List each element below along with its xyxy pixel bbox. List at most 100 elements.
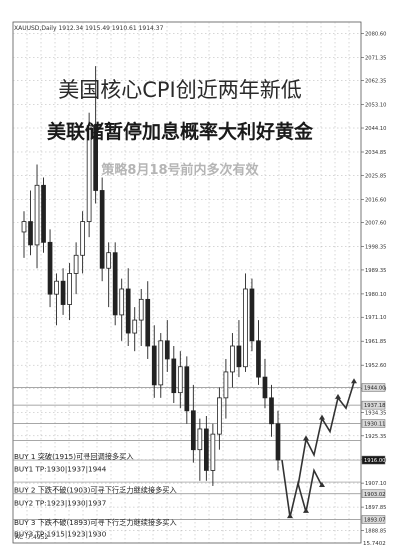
candle-body [99, 190, 105, 269]
candle-body [184, 366, 190, 412]
price-label-box [361, 383, 386, 392]
candle-body [262, 376, 268, 399]
price-label-box [361, 419, 386, 428]
projection-arrowhead [303, 435, 309, 441]
price-label: 1930.11 [364, 421, 385, 427]
candle-body [249, 288, 255, 342]
candle-body [106, 252, 112, 269]
candle-body [230, 345, 235, 373]
price-label-box [361, 400, 386, 410]
price-label: 1944.00 [364, 385, 385, 391]
headline-line-2: 美联储暂停加息概率大利好黄金 [46, 121, 313, 143]
y-tick-label: 2007.60 [365, 221, 386, 227]
candle-body [197, 428, 203, 451]
candle-body [210, 433, 216, 471]
candle-body [54, 280, 59, 295]
candle-body [34, 184, 40, 246]
projection-arrowhead [351, 378, 357, 384]
y-tick-label: 2053.10 [365, 103, 386, 109]
candle-body [171, 358, 177, 394]
trade-annotation: BUY 1 突破(1915)可寻回调接多买入 [14, 452, 134, 461]
candle-body [60, 280, 66, 305]
projection-arrows [281, 378, 357, 519]
trade-annotation: BUY 3 下跌不破(1893)可寻下行乏力继续接多买入 [14, 518, 177, 527]
trade-annotation: BUY 2 下跌不破(1903)可寻下行乏力继续接多买入 [14, 485, 177, 494]
price-label: 1916.00 [364, 458, 385, 464]
candle-body [190, 410, 196, 451]
price-label: 1903.02 [364, 492, 385, 498]
y-tick-label: 2044.10 [365, 126, 386, 132]
y-tick-label: 1897.85 [365, 505, 386, 511]
candle-body [28, 221, 33, 246]
price-label: 1893.07 [364, 517, 385, 523]
trade-annotation: BUY3 TP:1915|1923|1930 [14, 530, 107, 539]
y-tick-label: 1925.35 [365, 434, 386, 440]
y-tick-label: 1989.35 [365, 268, 386, 274]
trade-annotation: BUY2 TP:1923|1930|1937 [14, 498, 106, 507]
price-label: 1937.18 [364, 403, 385, 409]
price-labels: 1944.00 1937.18 1930.11 1916.00 1903.02 1893.… [361, 383, 386, 524]
y-axis-bottom-label: 15.7402 [363, 541, 386, 547]
projection-arrowhead [335, 393, 341, 399]
candle-body [73, 254, 79, 274]
candle-body [217, 397, 222, 435]
candle-body [145, 298, 151, 347]
price-label-box [361, 515, 386, 524]
candle-body [21, 221, 27, 233]
candle-body [119, 288, 125, 316]
candle-body [158, 340, 164, 386]
plot-frame [12, 21, 362, 544]
candle-body [132, 319, 138, 334]
candle-body [86, 125, 92, 222]
candle-body [47, 241, 53, 295]
bottom-left-label: AC -7.4952 [15, 534, 48, 541]
headline-line-1: 美国核心CPI创近两年新低 [58, 78, 302, 102]
quote-label: 1912.34 1915.49 1910.61 1914.37 [58, 25, 164, 32]
y-tick-label: 1998.35 [365, 245, 386, 251]
y-tick-label: 1971.10 [365, 315, 386, 321]
y-tick-label: 1907.10 [365, 481, 386, 487]
candle-body [223, 371, 229, 399]
candle-body [177, 366, 183, 394]
candle-body [236, 345, 242, 368]
symbol-label: XAUUSD,Daily [14, 25, 57, 32]
strategy-subtitle: 策略8月18号前内多次有效 [101, 163, 259, 178]
projection-path [297, 382, 355, 487]
candle-body [41, 184, 46, 243]
y-tick-label: 2034.85 [365, 150, 386, 156]
projection-arrowhead [303, 507, 309, 513]
price-label-box [361, 455, 386, 465]
price-label-box [361, 489, 386, 499]
projection-arrowhead [319, 414, 325, 420]
candle-body [80, 221, 85, 256]
projection-arrowhead [287, 513, 293, 519]
candle-body [125, 288, 131, 334]
candle-body [269, 397, 274, 425]
candle-body [275, 423, 281, 461]
y-tick-label: 2080.60 [365, 31, 386, 37]
candle-body [112, 252, 118, 316]
candle-body [138, 298, 144, 321]
projection-arrowhead [319, 481, 325, 487]
candle-body [204, 428, 209, 471]
candles [21, 66, 281, 486]
y-tick-label: 1952.60 [365, 363, 386, 369]
chart-header: XAUUSD,Daily 1912.34 1915.49 1910.61 191… [14, 25, 163, 32]
y-tick-label: 1888.85 [365, 528, 386, 534]
annotations: BUY 1 突破(1915)可寻回调接多买入 BUY1 TP:1930|1937|… [14, 452, 177, 539]
candle-body [164, 340, 170, 360]
candle-body [256, 340, 261, 378]
y-tick-label: 1980.10 [365, 292, 386, 298]
candle-body [67, 273, 72, 305]
y-tick-label: 1961.85 [365, 339, 386, 345]
y-tick-label: 2016.60 [365, 197, 386, 203]
trade-annotation: BUY1 TP:1930|1937|1944 [14, 465, 107, 474]
candle-body [93, 125, 98, 191]
y-tick-label: 2025.85 [365, 173, 386, 179]
projection-path [281, 459, 323, 518]
candle-body [243, 288, 248, 368]
candle-body [151, 345, 157, 386]
y-tick-label: 2071.35 [365, 55, 386, 61]
y-tick-label: 1934.35 [365, 410, 386, 416]
